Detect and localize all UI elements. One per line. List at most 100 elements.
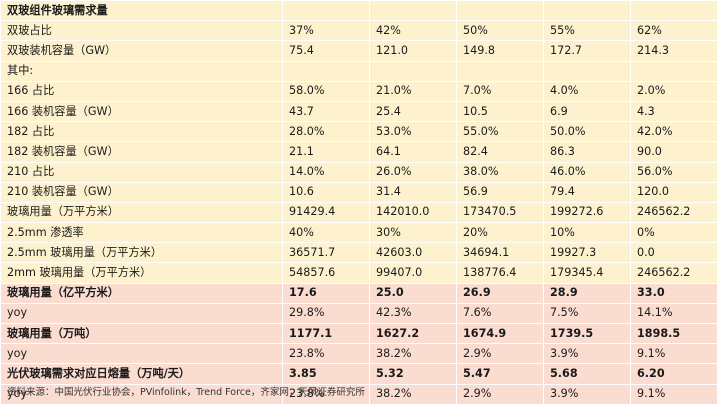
- table-cell: 54857.6: [282, 262, 370, 284]
- table-cell: 86.3: [543, 141, 631, 163]
- table-cell: 138776.4: [456, 262, 544, 284]
- table-cell: [369, 0, 457, 22]
- row-label: 2mm 玻璃用量（万平方米）: [0, 262, 283, 284]
- table-cell: 10%: [543, 222, 631, 244]
- table-cell: 21.0%: [369, 80, 457, 102]
- row-label: 光伏玻璃需求对应日熔量（万吨/天）: [0, 363, 283, 385]
- table-cell: 42.0%: [630, 121, 718, 143]
- table-cell: 0%: [630, 222, 718, 244]
- table-cell: 5.68: [543, 363, 631, 385]
- row-label: 玻璃用量（万平方米）: [0, 201, 283, 224]
- table-cell: 79.4: [543, 181, 631, 203]
- table-cell: 121.0: [369, 40, 457, 62]
- table-cell: 6.20: [630, 363, 718, 385]
- table-cell: 50.0%: [543, 121, 631, 143]
- table-cell: 55%: [543, 20, 631, 42]
- table-cell: 43.7: [282, 100, 370, 123]
- table-row: 166 占比 58.0% 21.0% 7.0% 4.0% 2.0%: [0, 80, 718, 102]
- table-cell: 14.0%: [282, 161, 370, 183]
- table-cell: 2.0%: [630, 80, 718, 102]
- table-row: 双玻组件玻璃需求量: [0, 0, 718, 22]
- table-cell: 20%: [456, 222, 544, 244]
- table-cell: [282, 0, 370, 22]
- table-cell: 7.6%: [456, 302, 544, 325]
- table-cell: 42.3%: [369, 302, 457, 325]
- row-label: 玻璃用量（亿平方米）: [0, 282, 283, 304]
- table-cell: 21.1: [282, 141, 370, 163]
- table-cell: 58.0%: [282, 80, 370, 102]
- row-label: 2.5mm 渗透率: [0, 222, 283, 244]
- row-label: 双玻占比: [0, 20, 283, 42]
- table-cell: 64.1: [369, 141, 457, 163]
- row-label: 166 装机容量（GW）: [0, 100, 283, 123]
- table-row: yoy 29.8% 42.3% 7.6% 7.5% 14.1%: [0, 302, 718, 325]
- table-cell: 5.47: [456, 363, 544, 385]
- table-row: 玻璃用量（亿平方米） 17.6 25.0 26.9 28.9 33.0: [0, 282, 718, 304]
- table-cell: 10.6: [282, 181, 370, 203]
- table-cell: 14.1%: [630, 302, 718, 325]
- table-cell: 1739.5: [543, 322, 631, 345]
- table-cell: 1177.1: [282, 322, 370, 345]
- table-cell: 30%: [369, 222, 457, 244]
- table-cell: 53.0%: [369, 121, 457, 143]
- table-row: 其中:: [0, 60, 718, 82]
- table-row: 光伏玻璃需求对应日熔量（万吨/天） 3.85 5.32 5.47 5.68 6.20: [0, 363, 718, 385]
- row-label: 166 占比: [0, 80, 283, 102]
- table-cell: 10.5: [456, 100, 544, 123]
- table-cell: 34694.1: [456, 242, 544, 264]
- table-cell: 40%: [282, 222, 370, 244]
- table-cell: 33.0: [630, 282, 718, 304]
- table-row: yoy 23.8% 38.2% 2.9% 3.9% 9.1%: [0, 383, 718, 405]
- table-row: 双玻占比 37% 42% 50% 55% 62%: [0, 20, 718, 42]
- table-cell: 90.0: [630, 141, 718, 163]
- table-row: 210 装机容量（GW） 10.6 31.4 56.9 79.4 120.0: [0, 181, 718, 203]
- row-label: 210 占比: [0, 161, 283, 183]
- table-cell: 56.0%: [630, 161, 718, 183]
- table-cell: 29.8%: [282, 302, 370, 325]
- table-cell: 25.4: [369, 100, 457, 123]
- table-cell: 42603.0: [369, 242, 457, 264]
- table-cell: [630, 0, 718, 22]
- row-label: 玻璃用量（万吨）: [0, 322, 283, 345]
- table-cell: 7.0%: [456, 80, 544, 102]
- table-row: 182 装机容量（GW） 21.1 64.1 82.4 86.3 90.0: [0, 141, 718, 163]
- row-label: 2.5mm 玻璃用量（万平方米）: [0, 242, 283, 264]
- table-cell: 6.9: [543, 100, 631, 123]
- row-label: 双玻组件玻璃需求量: [0, 0, 283, 22]
- table-cell: 19927.3: [543, 242, 631, 264]
- table-cell: [630, 60, 718, 82]
- table-cell: 82.4: [456, 141, 544, 163]
- table-row: 166 装机容量（GW） 43.7 25.4 10.5 6.9 4.3: [0, 100, 718, 123]
- row-label: 其中:: [0, 60, 283, 82]
- table-cell: 99407.0: [369, 262, 457, 284]
- table-cell: 36571.7: [282, 242, 370, 264]
- table-row: 2mm 玻璃用量（万平方米） 54857.6 99407.0 138776.4 1793…: [0, 262, 718, 284]
- table-cell: [543, 60, 631, 82]
- table-cell: 2.9%: [456, 343, 544, 365]
- table-cell: 179345.4: [543, 262, 631, 284]
- table-cell: 26.0%: [369, 161, 457, 183]
- table-row: 210 占比 14.0% 26.0% 38.0% 46.0% 56.0%: [0, 161, 718, 183]
- table-cell: 37%: [282, 20, 370, 42]
- table-cell: 31.4: [369, 181, 457, 203]
- table-row: 182 占比 28.0% 53.0% 55.0% 50.0% 42.0%: [0, 121, 718, 143]
- table-cell: 38.2%: [369, 383, 457, 405]
- table-cell: 3.9%: [543, 383, 631, 405]
- row-label: yoy: [0, 383, 283, 405]
- table-cell: 1627.2: [369, 322, 457, 345]
- table-cell: 50%: [456, 20, 544, 42]
- table-cell: 5.32: [369, 363, 457, 385]
- table-cell: [369, 60, 457, 82]
- table-row: yoy 23.8% 38.2% 2.9% 3.9% 9.1%: [0, 343, 718, 365]
- table-cell: 9.1%: [630, 343, 718, 365]
- table-row: 2.5mm 玻璃用量（万平方米） 36571.7 42603.0 34694.1 199…: [0, 242, 718, 264]
- table-cell: 91429.4: [282, 201, 370, 224]
- table-row: 玻璃用量（万平方米） 91429.4 142010.0 173470.5 199272.…: [0, 201, 718, 224]
- table-cell: 1898.5: [630, 322, 718, 345]
- table-cell: 4.0%: [543, 80, 631, 102]
- table-cell: 0.0: [630, 242, 718, 264]
- table-cell: 2.9%: [456, 383, 544, 405]
- table-cell: 62%: [630, 20, 718, 42]
